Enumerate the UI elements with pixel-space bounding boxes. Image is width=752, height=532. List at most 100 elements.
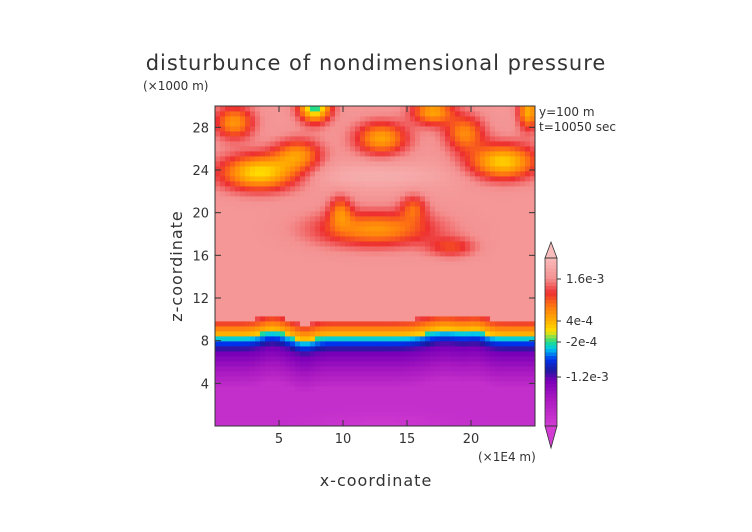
field-cell: [240, 286, 246, 292]
field-cell: [230, 106, 236, 112]
field-cell: [530, 106, 535, 112]
field-cell: [490, 261, 496, 267]
field-cell: [410, 206, 416, 212]
field-cell: [235, 291, 241, 297]
field-cell: [385, 311, 391, 317]
field-cell: [505, 196, 511, 202]
field-cell: [440, 301, 446, 307]
field-cell: [470, 381, 476, 387]
field-cell: [375, 131, 381, 137]
field-cell: [355, 336, 361, 342]
field-cell: [435, 381, 441, 387]
field-cell: [430, 126, 436, 132]
field-cell: [445, 111, 451, 117]
field-cell: [465, 321, 471, 327]
field-cell: [240, 271, 246, 277]
field-cell: [515, 386, 521, 392]
field-cell: [250, 211, 256, 217]
field-cell: [415, 111, 421, 117]
field-cell: [475, 236, 481, 242]
field-cell: [465, 341, 471, 347]
field-cell: [435, 191, 441, 197]
field-cell: [245, 151, 251, 157]
field-cell: [275, 166, 281, 172]
field-cell: [480, 196, 486, 202]
field-cell: [235, 241, 241, 247]
field-cell: [470, 281, 476, 287]
field-cell: [370, 291, 376, 297]
field-cell: [255, 106, 261, 112]
field-cell: [390, 191, 396, 197]
field-cell: [475, 366, 481, 372]
field-cell: [430, 321, 436, 327]
field-cell: [320, 411, 326, 417]
field-cell: [245, 356, 251, 362]
field-cell: [290, 176, 296, 182]
field-cell: [315, 401, 321, 407]
field-cell: [390, 226, 396, 232]
field-cell: [290, 211, 296, 217]
field-cell: [375, 291, 381, 297]
field-cell: [380, 366, 386, 372]
field-cell: [285, 191, 291, 197]
field-cell: [250, 276, 256, 282]
field-cell: [265, 111, 271, 117]
field-cell: [380, 176, 386, 182]
field-cell: [330, 226, 336, 232]
field-cell: [235, 311, 241, 317]
field-cell: [255, 411, 261, 417]
field-cell: [215, 416, 221, 422]
field-cell: [315, 131, 321, 137]
field-cell: [285, 341, 291, 347]
field-cell: [420, 166, 426, 172]
field-cell: [305, 166, 311, 172]
field-cell: [225, 381, 231, 387]
field-cell: [370, 106, 376, 112]
field-cell: [380, 191, 386, 197]
field-cell: [510, 331, 516, 337]
field-cell: [300, 221, 306, 227]
field-cell: [430, 351, 436, 357]
field-cell: [335, 366, 341, 372]
field-cell: [250, 341, 256, 347]
field-cell: [450, 106, 456, 112]
field-cell: [350, 301, 356, 307]
field-cell: [335, 406, 341, 412]
field-cell: [280, 111, 286, 117]
field-cell: [415, 106, 421, 112]
field-cell: [220, 291, 226, 297]
field-cell: [440, 106, 446, 112]
field-cell: [275, 186, 281, 192]
field-cell: [345, 131, 351, 137]
field-cell: [235, 226, 241, 232]
field-cell: [500, 241, 506, 247]
field-cell: [405, 196, 411, 202]
field-cell: [260, 141, 266, 147]
field-cell: [410, 261, 416, 267]
field-cell: [495, 366, 501, 372]
field-cell: [420, 211, 426, 217]
field-cell: [520, 291, 526, 297]
field-cell: [280, 261, 286, 267]
field-cell: [290, 221, 296, 227]
field-cell: [500, 396, 506, 402]
field-cell: [310, 406, 316, 412]
field-cell: [420, 391, 426, 397]
colorbar-segment: [545, 342, 557, 346]
field-cell: [215, 131, 221, 137]
field-cell: [235, 401, 241, 407]
field-cell: [510, 201, 516, 207]
field-cell: [445, 206, 451, 212]
field-cell: [255, 166, 261, 172]
field-cell: [435, 156, 441, 162]
field-cell: [420, 411, 426, 417]
field-cell: [510, 231, 516, 237]
field-cell: [375, 116, 381, 122]
field-cell: [235, 156, 241, 162]
field-cell: [495, 216, 501, 222]
field-cell: [345, 241, 351, 247]
field-cell: [500, 346, 506, 352]
field-cell: [415, 241, 421, 247]
field-cell: [275, 241, 281, 247]
field-cell: [220, 181, 226, 187]
